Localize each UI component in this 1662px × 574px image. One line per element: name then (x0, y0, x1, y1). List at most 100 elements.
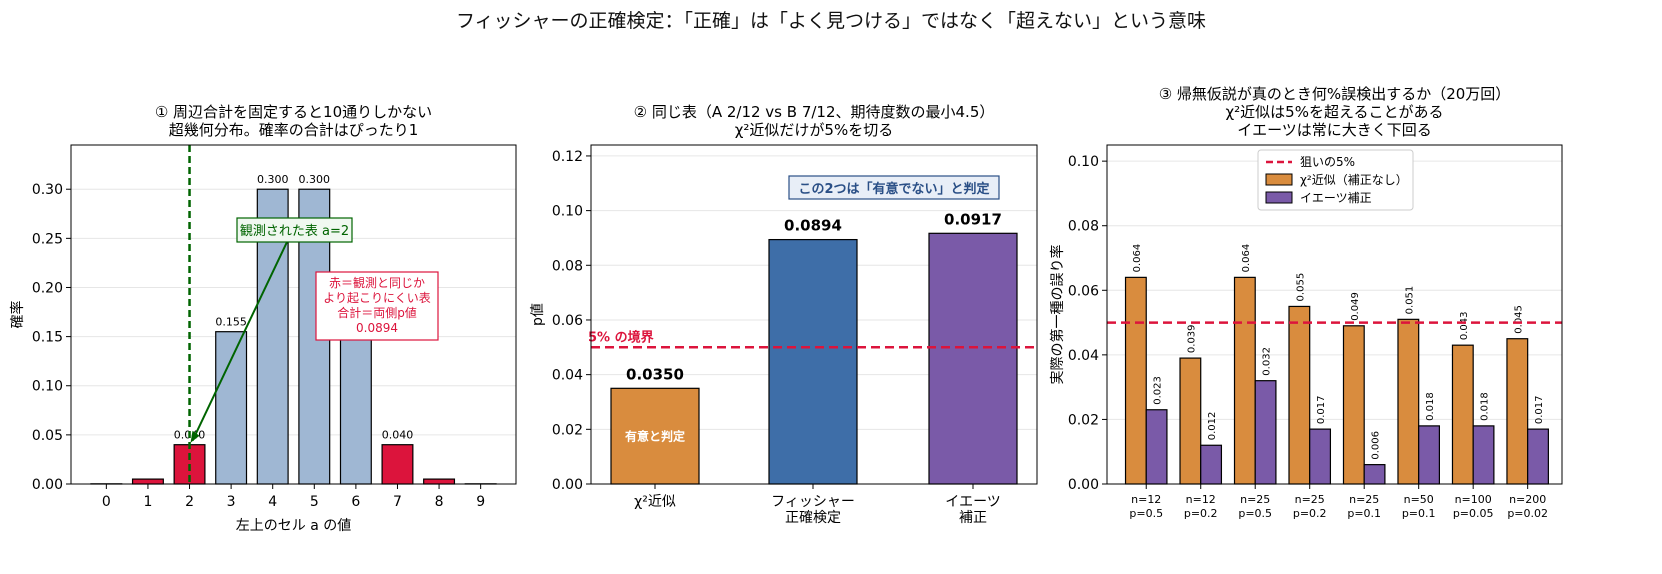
c3-xtick-label: p=0.05 (1453, 507, 1494, 520)
c3-bar (1472, 425, 1495, 485)
c3-xtick-label: p=0.2 (1184, 507, 1218, 520)
c3-bar (1233, 276, 1256, 485)
c2-note-label: この2つは「有意でない」と判定 (798, 181, 989, 197)
c1-xtick-label: 2 (185, 494, 194, 510)
c1-value-label: 0.155 (215, 316, 247, 329)
c3-bar (1124, 276, 1147, 485)
c3-bar (1397, 318, 1420, 485)
c3-bar (1451, 344, 1474, 485)
c3-title: ③ 帰無仮説が真のとき何%誤検出するか（20万回） (1159, 85, 1511, 103)
c2-bar (610, 387, 700, 485)
c3-bar (1418, 425, 1440, 485)
c3-ylabel: 実際の第一種の誤り率 (1049, 245, 1066, 385)
c1-value-label: 0.300 (257, 173, 289, 186)
c2-bar (928, 232, 1018, 485)
c1-xtick-label: 9 (476, 494, 485, 510)
c1-xlabel: 左上のセル a の値 (236, 518, 351, 534)
c2-ytick-label: 0.08 (552, 258, 583, 274)
c3-bar (1145, 409, 1168, 485)
c3-ytick-label: 0.06 (1068, 283, 1099, 299)
c2-xtick-label: 正確検定 (785, 510, 841, 526)
c1-title: 超幾何分布。確率の合計はぴったり1 (169, 121, 419, 139)
c1-title: ① 周辺合計を固定すると10通りしかない (155, 103, 432, 121)
c1-xtick-label: 4 (268, 494, 277, 510)
c2-xtick-label: 補正 (959, 510, 987, 526)
c2-value-label: 0.0917 (944, 210, 1002, 228)
c1-red-note-line: 0.0894 (356, 321, 398, 335)
c3-xtick-label: n=25 (1240, 493, 1270, 506)
c1-observed-arrowhead (190, 430, 200, 443)
c3-xtick-label: n=25 (1349, 493, 1379, 506)
c1-value-label: 0.300 (299, 173, 331, 186)
c2-ytick-label: 0.04 (552, 368, 583, 384)
c3-xtick-label: p=0.1 (1347, 507, 1381, 520)
c3-ytick-label: 0.00 (1068, 477, 1099, 493)
c3-title: χ²近似は5%を超えることがある (1225, 103, 1443, 121)
c1-observed-box (236, 217, 353, 243)
c3-bar (1288, 305, 1311, 485)
c3-legend-label: イエーツ補正 (1300, 191, 1372, 205)
c3-value-label: 0.032 (1262, 347, 1273, 376)
c1-xtick-label: 8 (435, 494, 444, 510)
c3-bar (1342, 325, 1365, 485)
c1-ytick-label: 0.10 (32, 379, 63, 395)
c3-value-label: 0.051 (1404, 286, 1415, 315)
c3-legend-label: χ²近似（補正なし） (1300, 173, 1408, 187)
c3-value-label: 0.043 (1459, 312, 1470, 341)
c1-ylabel: 確率 (9, 301, 26, 329)
c3-bar (1200, 444, 1223, 485)
c2-xtick-label: フィッシャー (771, 494, 855, 510)
c1-red-note-line: 合計＝両側p値 (337, 305, 417, 320)
c1-xtick-label: 0 (102, 494, 111, 510)
c2-note-box (788, 175, 1000, 200)
c3-xtick-label: n=12 (1186, 493, 1216, 506)
c3-value-label: 0.023 (1153, 376, 1164, 405)
c3-ytick-label: 0.10 (1068, 154, 1099, 170)
c2-ytick-label: 0.02 (552, 422, 583, 438)
c1-ytick-label: 0.30 (32, 182, 63, 198)
c3-value-label: 0.017 (1534, 395, 1545, 424)
c1-bar (131, 478, 164, 485)
c1-xtick-label: 5 (310, 494, 319, 510)
c3-value-label: 0.006 (1371, 431, 1382, 460)
c3-bar (1254, 380, 1277, 485)
c1-red-note-box (315, 271, 439, 341)
c3-xtick-label: n=50 (1404, 493, 1434, 506)
figure-title: フィッシャーの正確検定：「正確」は「よく見つける」ではなく「超えない」という意味 (455, 10, 1207, 32)
c2-title: χ²近似だけが5%を切る (735, 121, 893, 139)
c1-observed-arrow (191, 241, 288, 442)
c2-axes-frame (590, 144, 1038, 485)
c1-red-note-line: より起こりにくい表 (323, 291, 431, 305)
c1-bar (423, 478, 456, 485)
c3-bar (1506, 338, 1529, 485)
c3-value-label: 0.064 (1241, 244, 1252, 273)
c3-xtick-label: p=0.5 (1238, 507, 1272, 520)
c1-bar (339, 331, 372, 485)
c3-ytick-label: 0.04 (1068, 348, 1099, 364)
c3-xtick-label: p=0.2 (1293, 507, 1327, 520)
c2-ytick-label: 0.12 (552, 149, 583, 165)
c2-inside-label: 有意と判定 (625, 428, 685, 443)
c2-threshold-label: 5% の境界 (588, 329, 654, 345)
c1-ytick-label: 0.00 (32, 477, 63, 493)
c1-bar (215, 331, 248, 485)
c3-axes-frame (1106, 144, 1563, 485)
c1-xtick-label: 7 (393, 494, 402, 510)
c2-xtick-label: χ²近似 (634, 494, 676, 510)
c3-bar (1309, 428, 1332, 485)
c3-xtick-label: n=25 (1295, 493, 1325, 506)
c1-bar (381, 444, 414, 485)
c1-ytick-label: 0.05 (32, 428, 63, 444)
c1-observed-label: 観測された表 a=2 (240, 224, 349, 239)
c1-value-label: 0.040 (382, 429, 414, 442)
c3-legend-swatch (1265, 191, 1293, 204)
c3-value-label: 0.018 (1425, 392, 1436, 421)
c3-ytick-label: 0.02 (1068, 412, 1099, 428)
c3-value-label: 0.017 (1316, 395, 1327, 424)
c2-title: ② 同じ表（A 2/12 vs B 7/12、期待度数の最小4.5） (634, 103, 995, 121)
c3-value-label: 0.012 (1207, 412, 1218, 441)
c3-xtick-label: n=100 (1455, 493, 1492, 506)
c2-xtick-label: イエーツ (945, 494, 1001, 510)
c3-value-label: 0.018 (1480, 392, 1491, 421)
